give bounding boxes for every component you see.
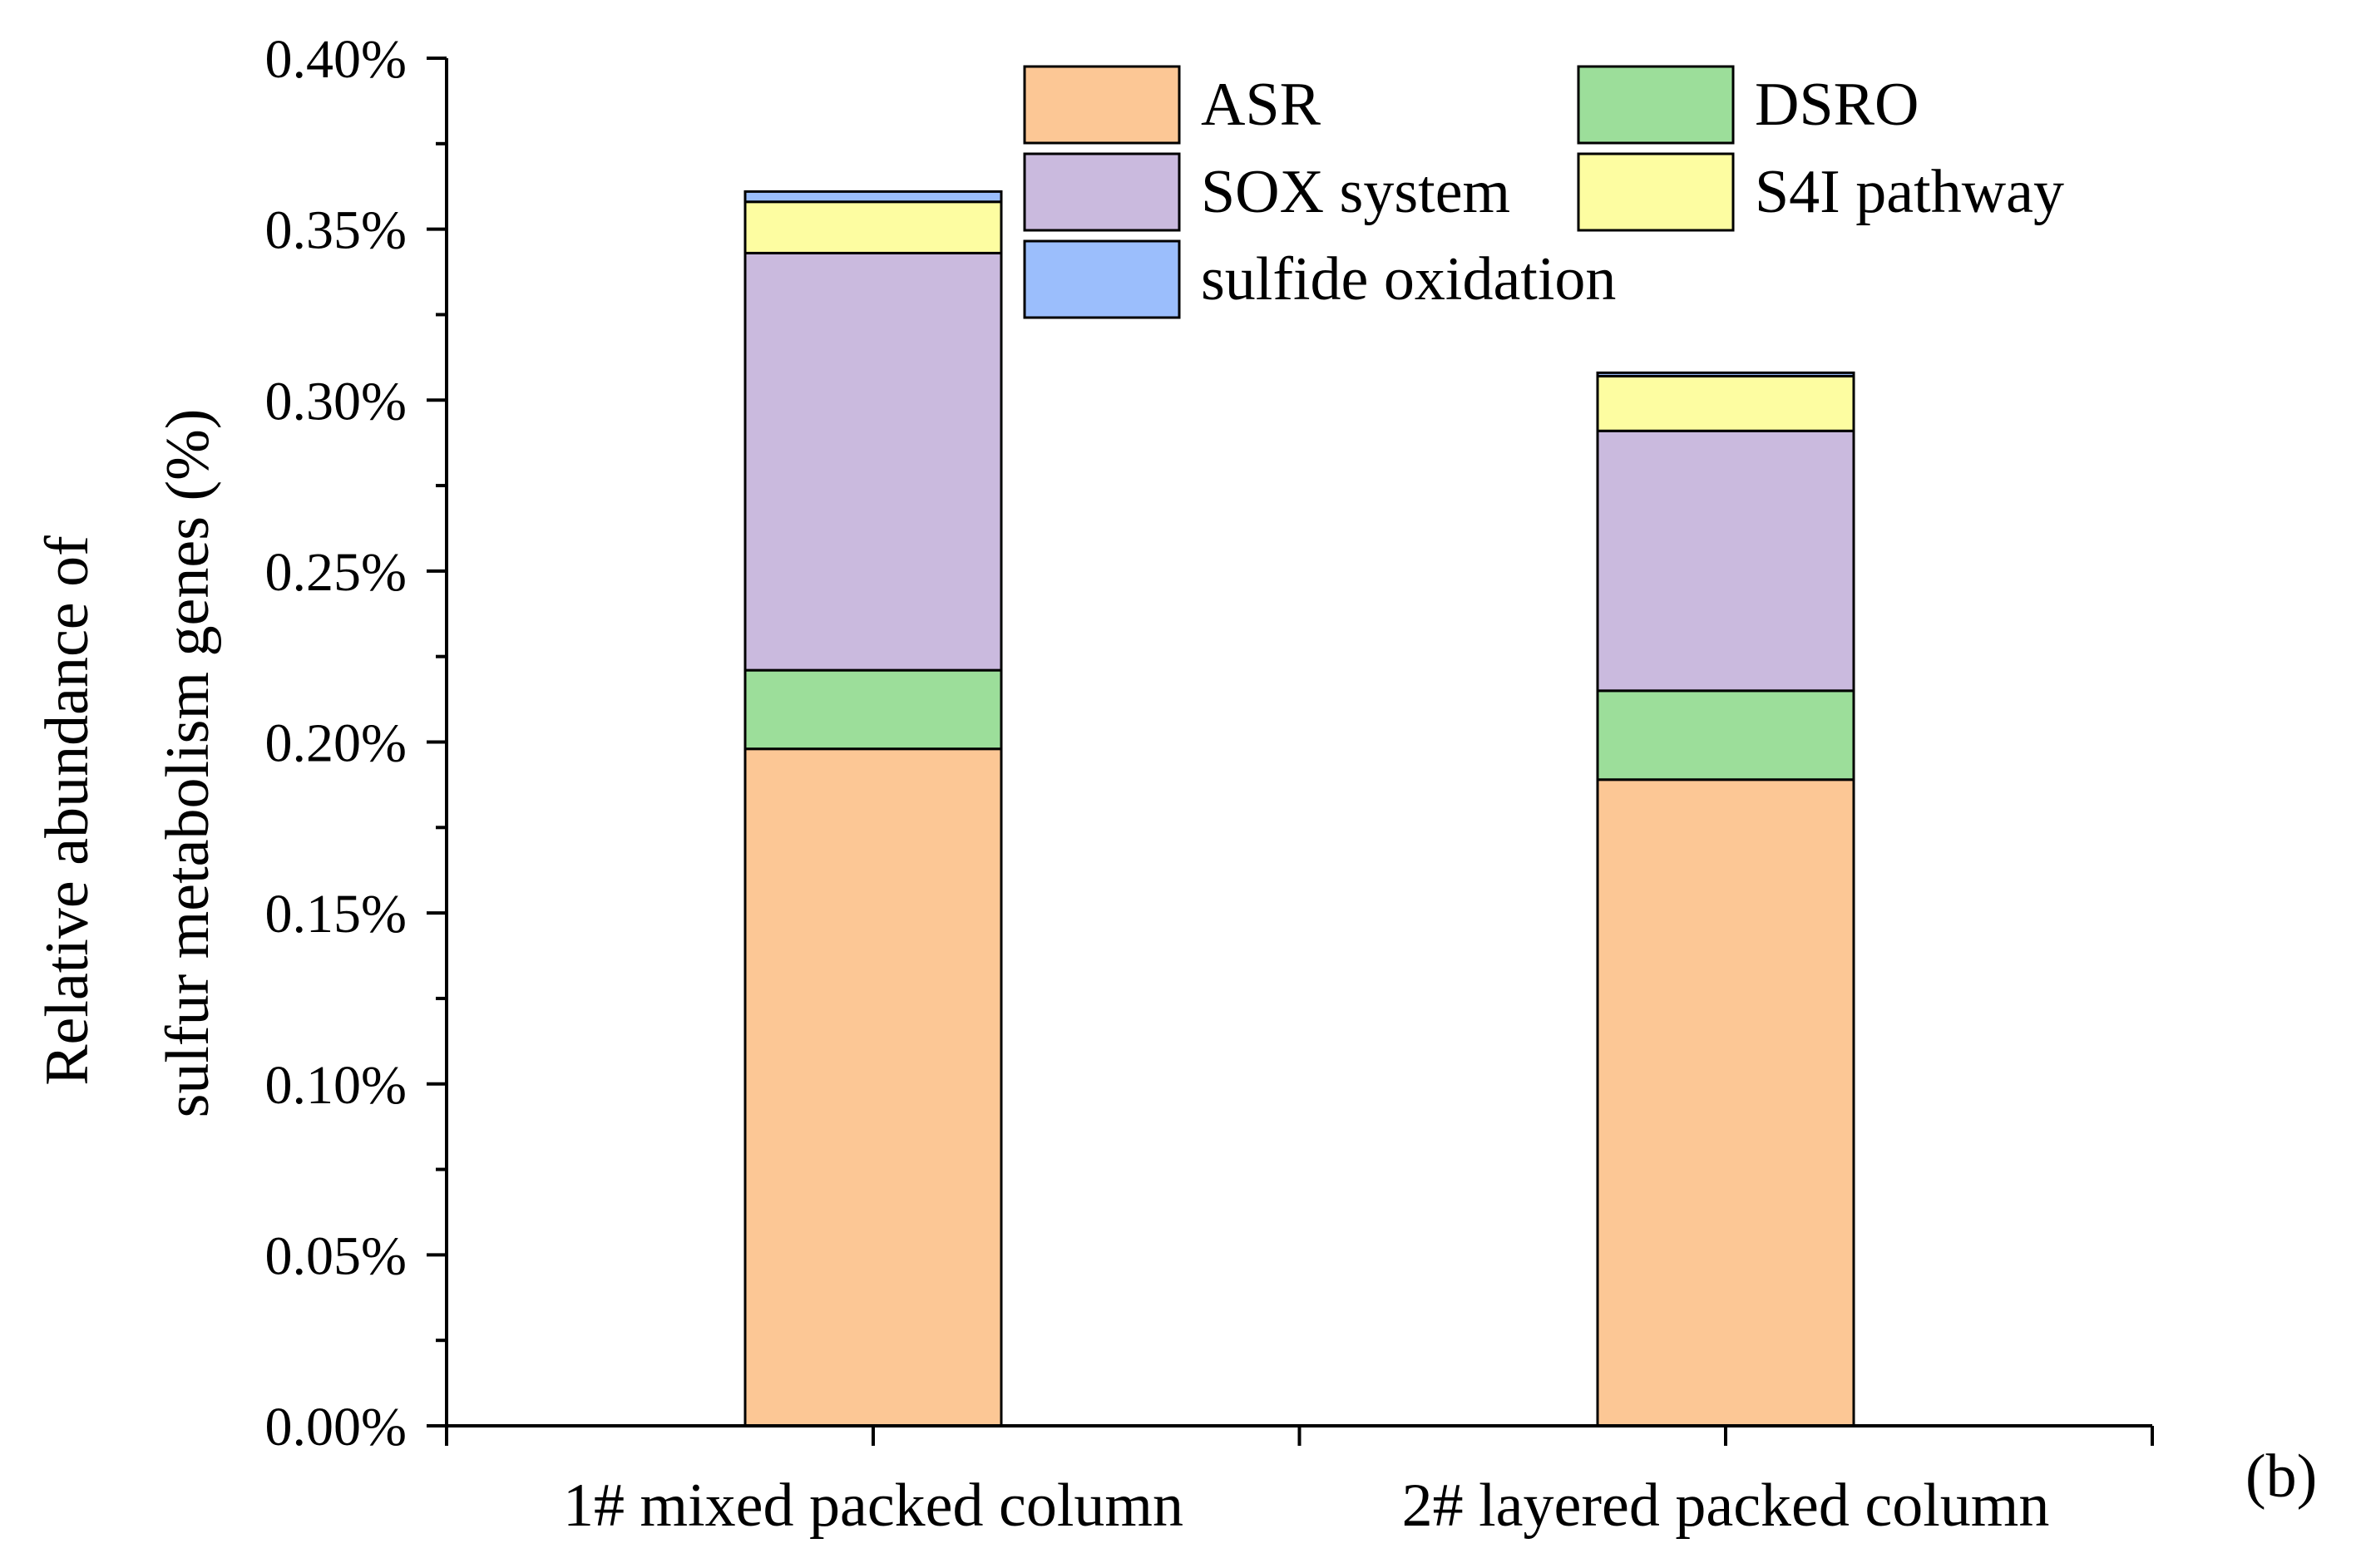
y-tick-label: 0.10% [265,1055,407,1116]
legend-swatch [1577,65,1735,145]
y-tick-label: 0.40% [265,29,407,90]
y-tick-label: 0.35% [265,200,407,261]
legend-swatch [1023,65,1181,145]
x-category-label: 2# layered packed column [1402,1472,2050,1540]
y-axis-title-line-1: Relative abundance of [33,535,101,1086]
bar-segment-1-sox-system [743,251,1003,672]
bar-segment-2-s4i-pathway [1596,374,1855,432]
y-ticks: 0.00% 0.05% 0.10% 0.15% 0.20% 0.25% 0.30% 0.35%… [265,29,447,1457]
bar-segment-1-s4i-pathway [743,200,1003,254]
legend-swatch [1023,239,1181,319]
y-tick-label: 0.00% [265,1397,407,1457]
y-axis-title: Relative abundance of sulfur metabolism … [33,409,222,1118]
legend-swatch [1577,152,1735,232]
legend-label: sulfide oxidation [1201,245,1616,313]
legend-label: S4I pathway [1755,158,2064,226]
legend-label: SOX system [1201,158,1510,226]
bar-segment-2-sulfide-oxidation [1596,371,1855,377]
bar-segment-1-asr [743,747,1003,1427]
bar-segment-2-dsro [1596,689,1855,782]
bar-segment-1-dsro [743,668,1003,751]
y-axis-title-line-2: sulfur metabolism genes (%) [154,409,222,1118]
legend-label: DSRO [1755,71,1919,139]
legend-swatch [1023,152,1181,232]
x-ticks: 1# mixed packed column 2# layered packed … [445,1426,2154,1540]
y-tick-label: 0.15% [265,884,407,944]
x-category-label: 1# mixed packed column [563,1472,1183,1540]
bar-segment-2-sox-system [1596,429,1855,693]
y-tick-label: 0.20% [265,713,407,774]
legend-label: ASR [1201,71,1321,139]
panel-label: (b) [2245,1442,2317,1511]
y-tick-label: 0.30% [265,371,407,431]
y-tick-label: 0.25% [265,542,407,603]
bar-segment-2-asr [1596,778,1855,1427]
legend: ASR DSRO SOX system S4I pathway sulfide oxid… [1023,65,2064,319]
bar-segment-1-sulfide-oxidation [743,190,1003,204]
bar-group [743,190,1855,1427]
y-tick-label: 0.05% [265,1225,407,1286]
